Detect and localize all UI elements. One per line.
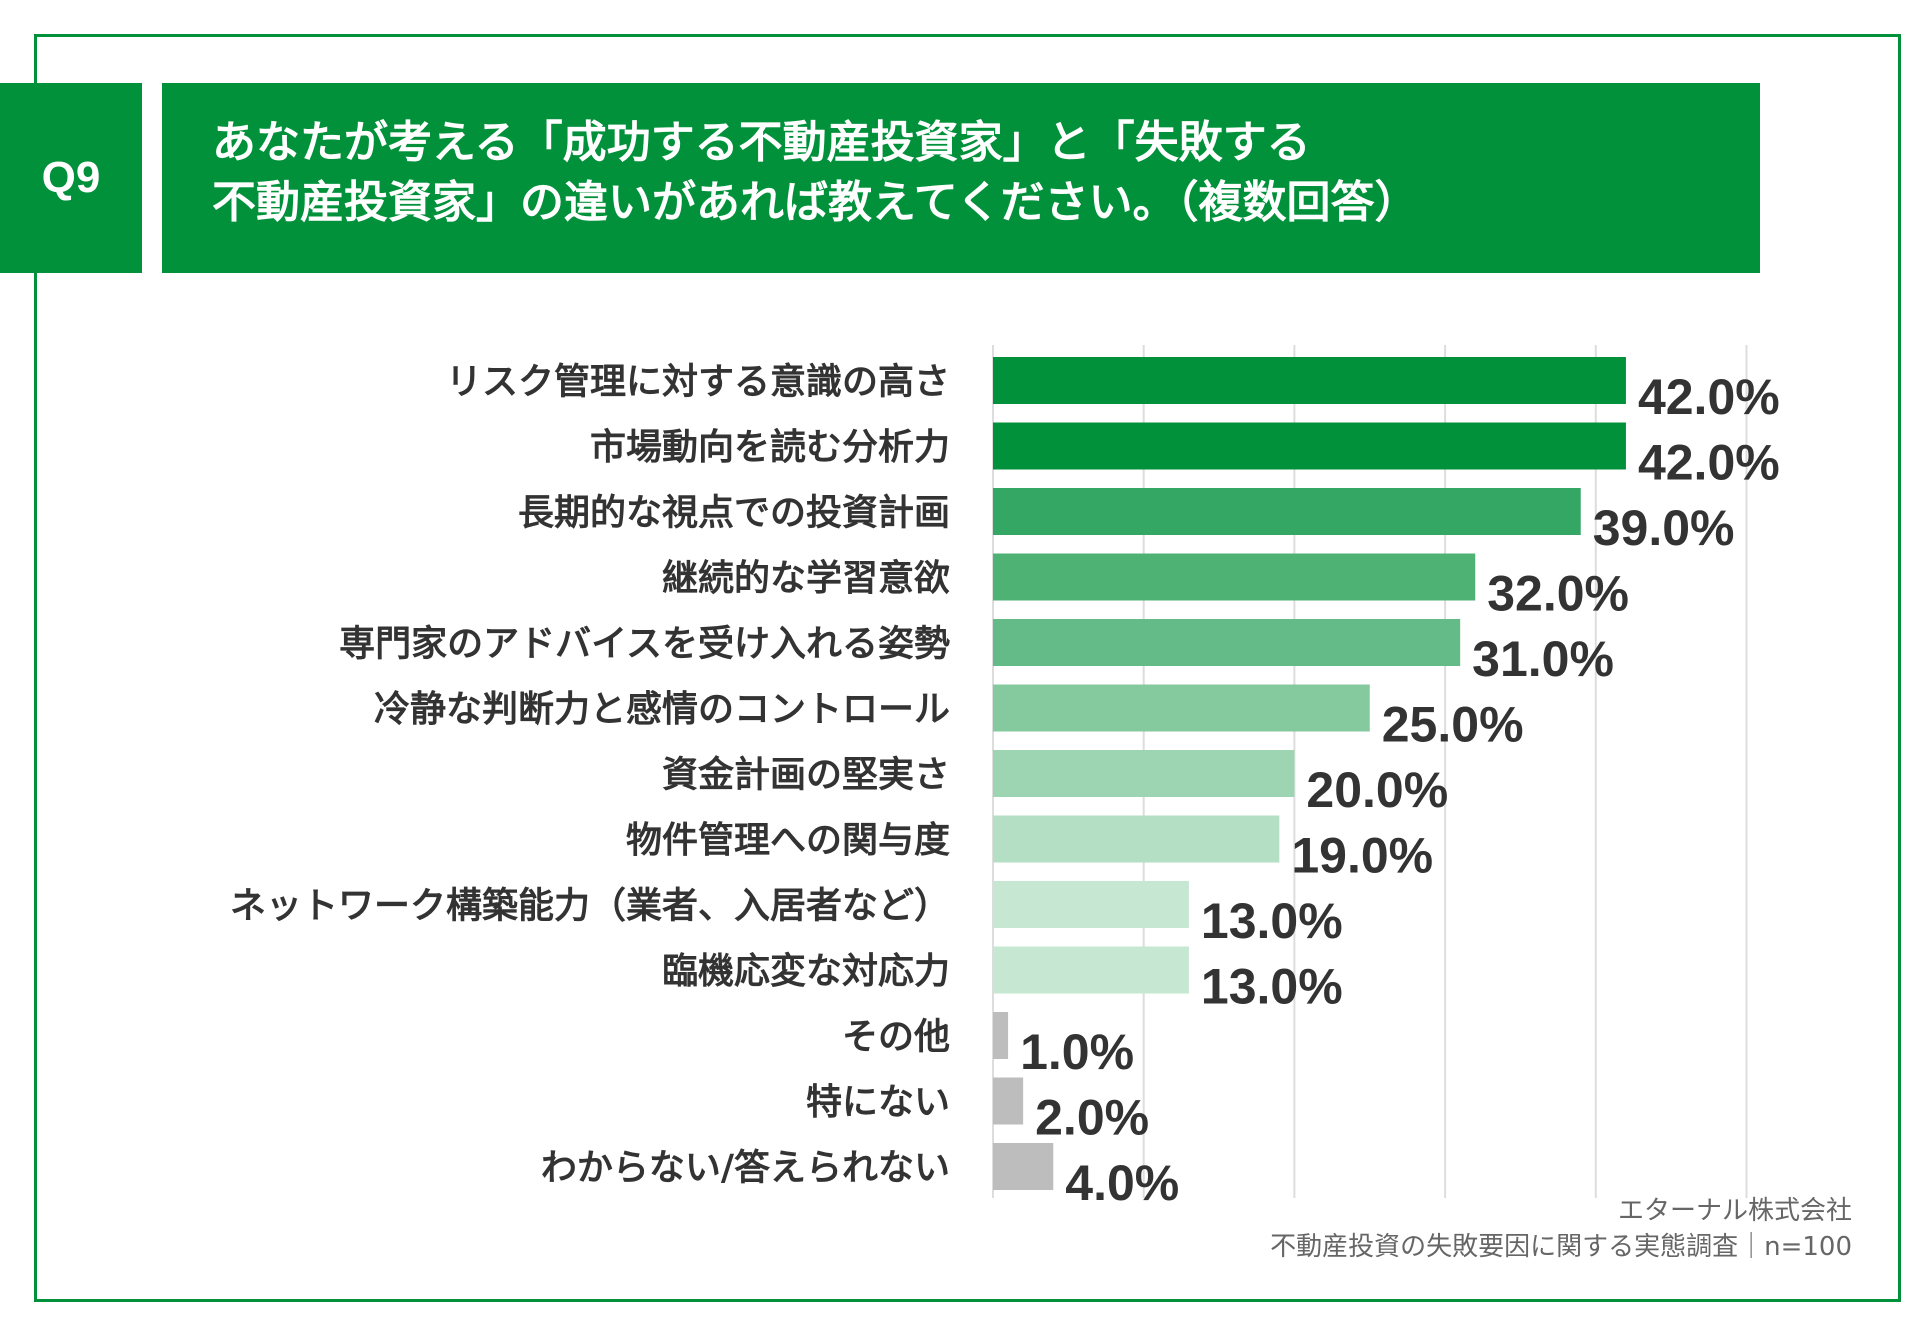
question-badge: Q9 [0, 83, 142, 273]
footer-company: エターナル株式会社 [1617, 1196, 1852, 1226]
category-label: 市場動向を読む分析力 [590, 427, 950, 468]
question-title-line-1: あなたが考える「成功する不動産投資家」と「失敗する [212, 117, 1311, 168]
category-label: 長期的な視点での投資計画 [518, 493, 950, 534]
value-label: 42.0% [1638, 435, 1780, 491]
category-label: 専門家のアドバイスを受け入れる姿勢 [339, 624, 950, 665]
question-title-line-2: 不動産投資家」の違いがあれば教えてください。（複数回答） [212, 177, 1419, 228]
bar [993, 1077, 1024, 1125]
bar [993, 750, 1295, 797]
category-label: 継続的な学習意欲 [662, 557, 950, 599]
value-label: 42.0% [1638, 369, 1780, 425]
bar [993, 684, 1370, 732]
category-label: わからない/答えられない [541, 1148, 950, 1189]
value-label: 2.0% [1035, 1090, 1149, 1146]
value-label: 4.0% [1065, 1155, 1179, 1211]
bar [993, 553, 1476, 601]
value-label: 39.0% [1593, 500, 1735, 556]
footer-survey: 不動産投資の失敗要因に関する実態調査｜n=100 [1270, 1232, 1852, 1262]
value-label: 32.0% [1487, 566, 1629, 622]
value-label: 19.0% [1291, 828, 1433, 884]
bar [993, 357, 1626, 404]
question-title: あなたが考える「成功する不動産投資家」と「失敗する 不動産投資家」の違いがあれば… [162, 83, 1760, 273]
category-label: 臨機応変な対応力 [662, 950, 950, 992]
value-label: 13.0% [1201, 893, 1343, 949]
value-label: 1.0% [1020, 1024, 1134, 1080]
bar [993, 946, 1189, 994]
bar [993, 815, 1280, 863]
bar [993, 1012, 1009, 1059]
value-label: 20.0% [1306, 762, 1448, 818]
bar [993, 422, 1626, 470]
value-label: 31.0% [1472, 631, 1614, 687]
category-label: その他 [842, 1017, 950, 1058]
bar [993, 619, 1461, 666]
bar [993, 488, 1581, 535]
footer: エターナル株式会社 不動産投資の失敗要因に関する実態調査｜n=100 [1270, 1193, 1852, 1265]
category-label: 特にない [806, 1082, 950, 1123]
category-label: 冷静な判断力と感情のコントロール [374, 689, 950, 730]
category-label: 資金計画の堅実さ [662, 754, 950, 796]
category-label: ネットワーク構築能力（業者、入居者など） [230, 886, 950, 927]
value-label: 13.0% [1201, 959, 1343, 1015]
bar [993, 1143, 1054, 1190]
value-label: 25.0% [1382, 697, 1524, 753]
category-label: 物件管理への関与度 [626, 820, 950, 861]
category-label: リスク管理に対する意識の高さ [446, 362, 950, 403]
bar [993, 881, 1189, 928]
chart-frame [34, 34, 1901, 1302]
